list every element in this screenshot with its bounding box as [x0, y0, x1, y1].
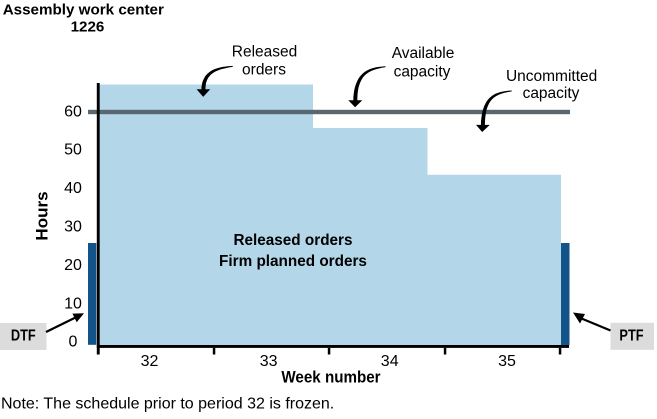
svg-text:Week number: Week number [281, 369, 380, 387]
svg-text:1226: 1226 [71, 19, 105, 36]
svg-text:35: 35 [498, 353, 516, 370]
svg-text:34: 34 [381, 353, 399, 370]
svg-text:capacity: capacity [394, 64, 451, 81]
svg-text:Released orders: Released orders [233, 232, 352, 249]
svg-text:Uncommitted: Uncommitted [506, 68, 597, 85]
svg-text:Available: Available [392, 45, 455, 62]
svg-text:10: 10 [64, 295, 82, 312]
svg-text:60: 60 [64, 103, 82, 120]
svg-text:Hours: Hours [32, 191, 51, 240]
svg-text:0: 0 [69, 334, 78, 351]
svg-text:20: 20 [64, 257, 82, 274]
svg-text:Firm planned orders: Firm planned orders [219, 253, 367, 270]
svg-text:PTF: PTF [619, 327, 643, 345]
svg-text:Note: The schedule prior to pe: Note: The schedule prior to period 32 is… [1, 396, 334, 413]
svg-text:DTF: DTF [11, 327, 36, 345]
svg-text:50: 50 [64, 142, 82, 159]
svg-text:Released: Released [232, 44, 298, 61]
svg-text:capacity: capacity [523, 85, 580, 102]
svg-text:Assembly work center: Assembly work center [3, 1, 164, 18]
svg-text:33: 33 [260, 353, 278, 370]
svg-text:orders: orders [242, 62, 286, 79]
svg-text:32: 32 [141, 353, 159, 370]
svg-text:40: 40 [64, 180, 82, 197]
svg-text:30: 30 [64, 219, 82, 236]
